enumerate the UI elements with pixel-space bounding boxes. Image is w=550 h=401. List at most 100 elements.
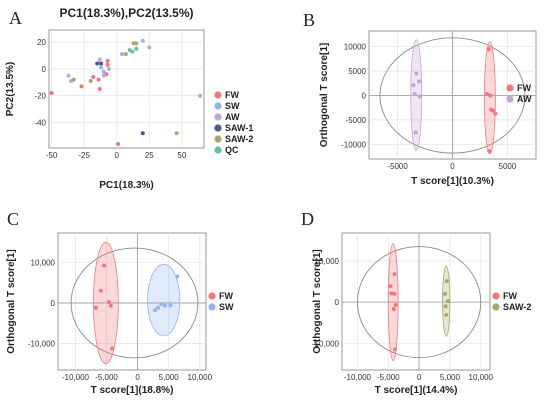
chart-a-x-tick-label: -25 <box>78 151 90 160</box>
chart-b-point-aw <box>412 92 417 97</box>
chart-b-point-aw <box>414 71 419 76</box>
chart-a-point-qc <box>134 46 139 51</box>
chart-a-y-tick-label: 0 <box>42 65 47 74</box>
chart-b-point-fw <box>491 108 496 113</box>
chart-d-legend-label-saw-2: SAW-2 <box>503 302 531 312</box>
chart-a-point-fw <box>96 77 101 82</box>
chart-b-y-tick-label: 10000 <box>344 43 367 52</box>
chart-c-x-tick-label: -5,000 <box>95 373 118 382</box>
chart-a-point-saw-2 <box>134 41 139 46</box>
chart-c-x-tick-label: 5,000 <box>159 373 180 382</box>
chart-d-legend-label-fw: FW <box>503 291 517 301</box>
chart-b-x-tick-label: 5000 <box>499 162 517 171</box>
chart-c-y-tick-label: 10,000 <box>31 258 56 267</box>
panel-letter-b: B <box>303 10 315 30</box>
chart-d-legend-swatch-saw-2 <box>492 303 500 311</box>
chart-a-point-fw <box>105 58 110 63</box>
chart-a-title: PC1(18.3%),PC2(13.5%) <box>59 6 193 20</box>
chart-b: -5000 0 5000 -10000 -5000 0 5000 10000 T score[1… <box>319 30 537 187</box>
chart-a-point-fw <box>97 87 102 91</box>
chart-b-x-tick-label: 0 <box>450 162 455 171</box>
chart-b-legend-label-fw: FW <box>517 83 531 93</box>
chart-a-legend-swatch-qc <box>214 146 222 154</box>
panel-letter-c: C <box>7 209 19 229</box>
chart-b-x-tick-label: -5000 <box>387 162 408 171</box>
chart-a-legend-swatch-saw-2 <box>214 135 222 143</box>
chart-d-point-fw <box>388 284 393 289</box>
chart-c-x-tick-label: 0 <box>135 373 140 382</box>
chart-b-point-fw <box>487 149 492 154</box>
chart-a-x-tick-label: 0 <box>115 151 120 160</box>
chart-d-legend-swatch-fw <box>492 292 500 300</box>
chart-d-x-tick-label: 0 <box>417 373 422 382</box>
chart-a-point-sw <box>140 38 145 43</box>
chart-c-point-fw <box>108 303 113 308</box>
chart-d-point-fw <box>391 307 396 312</box>
chart-c-point-sw <box>153 308 158 313</box>
chart-a-legend-swatch-sw <box>214 102 222 110</box>
chart-b-point-fw <box>485 92 490 97</box>
chart-c-y-tick-label: -10,000 <box>28 340 56 349</box>
chart-d-point-fw <box>393 347 398 352</box>
chart-a-point-sw <box>99 65 104 70</box>
chart-a-point-aw <box>66 73 71 78</box>
panel-letter-a: A <box>9 8 22 28</box>
chart-b-legend-swatch-fw <box>506 84 514 92</box>
chart-b-point-aw <box>411 83 416 88</box>
chart-b-y-tick-label: 0 <box>362 91 367 100</box>
chart-c-group-ellipse-fw <box>93 241 119 364</box>
chart-a-legend-label-sw: SW <box>225 101 240 111</box>
chart-a-point-saw-2 <box>174 131 179 136</box>
chart-a-point-aw <box>101 73 106 78</box>
chart-d-x-tick-label: 5,000 <box>440 373 461 382</box>
chart-c-point-sw <box>175 274 180 279</box>
chart-a-point-sw <box>147 45 152 50</box>
chart-a-point-saw-2 <box>71 77 76 82</box>
chart-c-x-tick-label: 10,000 <box>188 373 213 382</box>
chart-a: -50 -25 0 25 50 -40 -20 0 20 PC1(18.3%),PC2(13.5%… <box>5 6 253 191</box>
chart-b-legend-swatch-aw <box>506 95 514 103</box>
chart-a-legend-swatch-aw <box>214 113 222 121</box>
chart-a-y-tick-label: -20 <box>34 92 46 101</box>
chart-a-legend-label-fw: FW <box>225 90 239 100</box>
chart-a-point-fw <box>79 84 84 89</box>
chart-c-x-axis-label: T score[1](18.8%) <box>91 385 174 396</box>
chart-a-point-aw <box>119 52 124 57</box>
chart-d-point-saw-2 <box>442 291 447 296</box>
chart-a-point-saw-2 <box>88 78 93 83</box>
chart-b-point-aw <box>417 94 422 99</box>
chart-a-point-fw <box>91 74 96 79</box>
chart-c-confidence-ellipse <box>70 247 199 359</box>
chart-b-point-fw <box>486 47 491 52</box>
chart-b-y-axis-label: Orthogonal T score[1] <box>319 43 330 147</box>
chart-b-point-aw <box>416 79 421 84</box>
chart-a-y-tick-label: 20 <box>37 38 46 47</box>
chart-a-point-sw <box>198 93 203 98</box>
chart-d-x-axis-label: T score[1](14.4%) <box>375 385 458 396</box>
chart-d-y-tick-label: 0 <box>335 298 340 307</box>
chart-c-legend-swatch-sw <box>208 303 216 311</box>
chart-a-point-aw <box>106 66 111 71</box>
chart-a-point-aw <box>97 57 102 62</box>
chart-a-point-saw-1 <box>99 61 104 66</box>
chart-c-point-fw <box>102 263 107 268</box>
chart-c-x-tick-label: -10,000 <box>62 373 90 382</box>
chart-a-point-fw <box>105 62 110 67</box>
chart-c-point-fw <box>98 288 103 293</box>
chart-d-point-saw-2 <box>443 304 448 309</box>
chart-a-point-saw-1 <box>95 61 100 66</box>
chart-a-plot-frame <box>48 29 205 149</box>
chart-d-confidence-ellipse <box>356 246 482 359</box>
chart-a-legend-label-saw-2: SAW-2 <box>225 134 253 144</box>
chart-a-x-tick-label: -50 <box>46 151 58 160</box>
chart-a-legend-label-qc: QC <box>225 145 239 155</box>
chart-c: -10,000 -5,000 0 5,000 10,000 -10,000 0 10,000 T… <box>6 232 234 396</box>
chart-d-point-fw <box>392 272 397 277</box>
chart-b-point-fw <box>493 111 498 116</box>
chart-a-point-sw <box>101 69 106 74</box>
chart-c-point-fw <box>110 346 115 351</box>
chart-c-y-tick-label: 0 <box>51 299 56 308</box>
chart-b-y-tick-label: -10000 <box>341 140 366 149</box>
chart-b-y-tick-label: -5000 <box>346 116 367 125</box>
chart-a-y-axis-label: PC2(13.5%) <box>5 62 16 116</box>
